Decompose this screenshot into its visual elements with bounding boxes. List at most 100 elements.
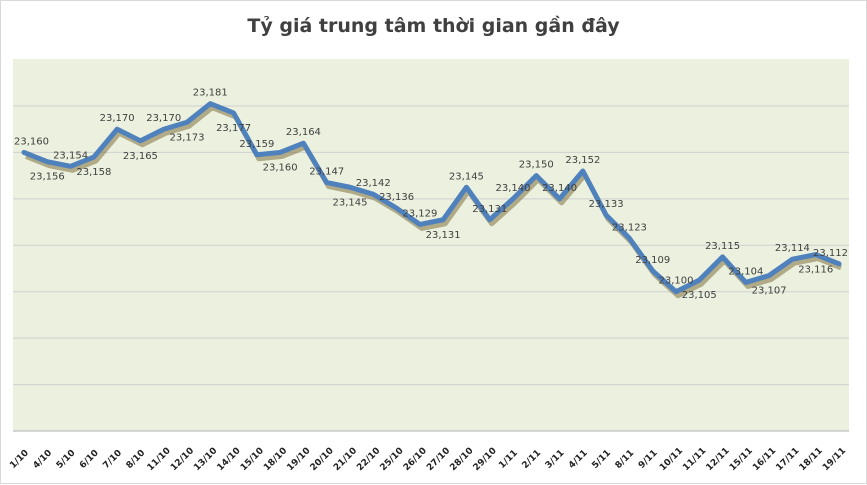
series-line (21, 101, 842, 295)
data-point (558, 197, 561, 200)
data-point (209, 102, 212, 105)
data-label: 23,136 (379, 192, 414, 203)
data-label: 23,154 (53, 150, 88, 161)
data-point (418, 223, 421, 226)
x-tick-label: 5/11 (590, 448, 613, 471)
x-tick-label: 11/10 (146, 446, 173, 473)
data-point (838, 262, 840, 265)
data-point (395, 207, 398, 210)
chart-title: Tỷ giá trung tâm thời gian gần đây (247, 15, 620, 37)
x-tick-label: 20/10 (309, 446, 336, 473)
data-label: 23,107 (752, 285, 787, 296)
data-point (116, 128, 119, 131)
x-tick-label: 27/10 (425, 446, 452, 473)
data-label: 23,160 (14, 136, 49, 147)
data-label: 23,150 (519, 160, 554, 171)
data-point (651, 269, 654, 272)
x-tick-label: 9/11 (637, 448, 660, 471)
data-label: 23,109 (635, 255, 670, 266)
x-tick-label: 10/11 (658, 446, 685, 473)
data-label: 23,129 (402, 208, 437, 219)
x-tick-label: 1/10 (8, 448, 31, 471)
x-tick-label: 19/11 (821, 446, 848, 473)
data-point (465, 186, 468, 189)
data-label: 23,159 (239, 139, 274, 150)
data-point (442, 218, 445, 221)
data-point (302, 142, 305, 145)
data-label: 23,112 (813, 248, 848, 259)
x-tick-label: 12/11 (705, 446, 732, 473)
data-label: 23,177 (216, 123, 251, 134)
data-label: 23,145 (449, 171, 484, 182)
data-label: 23,152 (565, 155, 600, 166)
data-point (279, 151, 282, 154)
x-tick-label: 11/11 (681, 446, 708, 473)
x-tick-label: 17/11 (774, 446, 801, 473)
data-label: 23,116 (798, 265, 833, 276)
x-tick-label: 19/10 (285, 446, 312, 473)
x-tick-label: 8/11 (614, 448, 637, 471)
data-point (628, 237, 631, 240)
x-tick-label: 13/10 (192, 446, 219, 473)
data-point (721, 255, 724, 258)
data-point (69, 165, 72, 168)
x-tick-label: 1/11 (497, 448, 520, 471)
data-label: 23,181 (193, 88, 228, 99)
data-label: 23,173 (170, 132, 205, 143)
data-label: 23,133 (589, 199, 624, 210)
data-label: 23,145 (333, 197, 368, 208)
data-label: 23,105 (682, 290, 717, 301)
data-label: 23,165 (123, 151, 158, 162)
x-tick-label: 5/10 (55, 448, 78, 471)
data-label: 23,140 (542, 183, 577, 194)
x-tick-label: 15/11 (728, 446, 755, 473)
x-tick-label: 18/11 (798, 446, 825, 473)
data-label: 23,123 (612, 222, 647, 233)
data-label: 23,170 (146, 113, 181, 124)
data-label: 23,100 (659, 276, 694, 287)
x-tick-label: 6/10 (78, 448, 101, 471)
data-point (92, 156, 95, 159)
x-tick-label: 4/11 (567, 448, 590, 471)
x-tick-label: 15/10 (239, 446, 266, 473)
x-tick-label: 14/10 (216, 446, 243, 473)
data-point (372, 193, 375, 196)
x-tick-label: 26/10 (402, 446, 429, 473)
data-point (814, 253, 817, 256)
x-tick-label: 25/10 (379, 446, 406, 473)
x-tick-label: 2/11 (521, 448, 544, 471)
x-tick-label: 12/10 (169, 446, 196, 473)
data-label: 23,160 (263, 162, 298, 173)
data-point (139, 139, 142, 142)
data-point (162, 128, 165, 131)
data-label: 23,131 (426, 230, 461, 241)
data-label: 23,114 (775, 243, 810, 254)
data-point (744, 281, 747, 284)
data-point (535, 174, 538, 177)
x-tick-label: 4/10 (32, 448, 55, 471)
x-tick-label: 29/10 (472, 446, 499, 473)
data-point (46, 160, 49, 163)
data-point (349, 186, 351, 189)
data-label: 23,164 (286, 127, 321, 138)
data-point (791, 258, 794, 261)
data-point (605, 214, 608, 217)
data-label: 23,156 (30, 172, 65, 183)
x-tick-label: 18/10 (262, 446, 289, 473)
x-tick-label: 7/10 (101, 448, 124, 471)
data-label: 23,115 (705, 241, 740, 252)
data-point (675, 290, 677, 293)
x-tick-label: 22/10 (355, 446, 382, 473)
x-tick-label: 8/10 (125, 448, 148, 471)
x-tick-label: 3/11 (544, 448, 567, 471)
data-point (488, 218, 491, 221)
series-line-shadow (25, 105, 842, 299)
data-point (581, 170, 584, 172)
x-tick-label: 16/11 (751, 446, 778, 473)
x-tick-label: 21/10 (332, 446, 359, 473)
data-point (325, 181, 328, 184)
data-point (23, 151, 25, 154)
data-label: 23,140 (496, 183, 531, 194)
